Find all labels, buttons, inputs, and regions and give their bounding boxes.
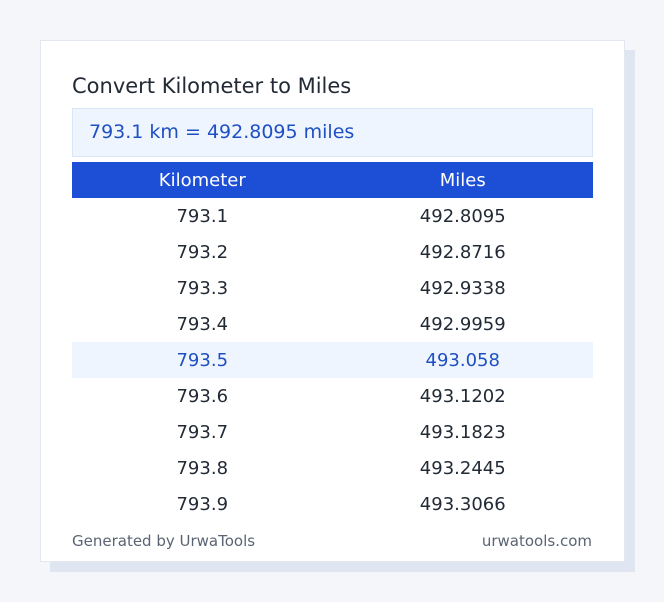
table-row: 793.9 493.3066 xyxy=(72,486,593,522)
miles-cell: 492.9338 xyxy=(419,277,506,299)
table-row: 793.8 493.2445 xyxy=(72,450,593,486)
km-cell: 793.7 xyxy=(176,421,229,443)
table-row: 793.3 492.9338 xyxy=(72,270,593,306)
table-row: 793.1 492.8095 xyxy=(72,198,593,234)
table-row: 793.2 492.8716 xyxy=(72,234,593,270)
converter-card: Convert Kilometer to Miles 793.1 km = 49… xyxy=(40,40,625,562)
miles-cell: 493.1823 xyxy=(419,421,506,443)
column-header-miles: Miles xyxy=(332,162,593,198)
column-header-kilometer: Kilometer xyxy=(72,162,333,198)
card-title: Convert Kilometer to Miles xyxy=(72,74,352,98)
table-row: 793.4 492.9959 xyxy=(72,306,593,342)
table-row: 793.7 493.1823 xyxy=(72,414,593,450)
km-cell: 793.4 xyxy=(176,313,229,335)
miles-cell: 492.8095 xyxy=(419,205,506,227)
miles-cell: 492.8716 xyxy=(419,241,506,263)
km-cell: 793.3 xyxy=(176,277,229,299)
miles-cell: 493.058 xyxy=(332,342,593,378)
miles-cell: 493.1202 xyxy=(419,385,506,407)
km-cell: 793.1 xyxy=(176,205,229,227)
table-row: 793.6 493.1202 xyxy=(72,378,593,414)
miles-cell: 492.9959 xyxy=(419,313,506,335)
miles-cell: 493.2445 xyxy=(419,457,506,479)
generated-by-text: Generated by UrwaTools xyxy=(72,532,256,550)
miles-cell: 493.3066 xyxy=(419,493,506,515)
conversion-table: Kilometer Miles 793.1 492.8095 793.2 492… xyxy=(72,162,593,522)
km-cell: 793.9 xyxy=(176,493,229,515)
km-cell: 793.5 xyxy=(72,342,333,378)
table-header-row: Kilometer Miles xyxy=(72,162,593,198)
conversion-result: 793.1 km = 492.8095 miles xyxy=(72,108,593,157)
km-cell: 793.6 xyxy=(176,385,229,407)
km-cell: 793.2 xyxy=(176,241,229,263)
table-row-highlighted: 793.5 493.058 xyxy=(72,342,593,378)
km-cell: 793.8 xyxy=(176,457,229,479)
site-domain-text: urwatools.com xyxy=(481,532,592,550)
